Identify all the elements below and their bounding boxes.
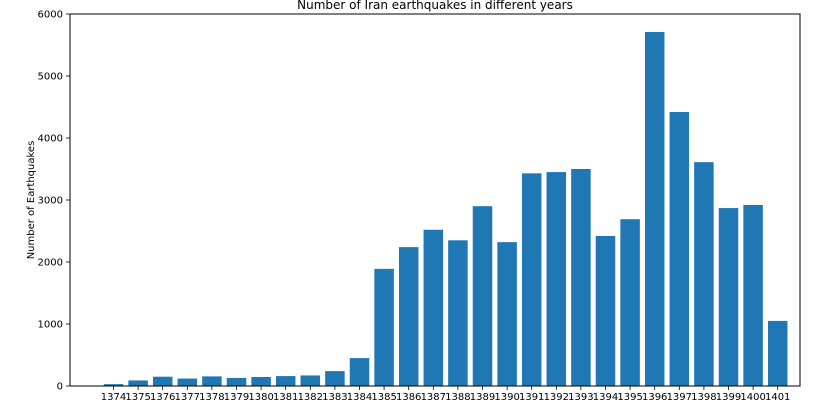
x-tick-label-1377: 1377 (175, 392, 200, 400)
x-tick-label-1387: 1387 (421, 392, 446, 400)
bar-1399 (718, 208, 739, 386)
bar-1392 (546, 172, 567, 386)
bar-1377 (177, 378, 198, 386)
x-tick-label-1400: 1400 (740, 392, 765, 400)
x-tick-label-1378: 1378 (199, 392, 224, 400)
x-tick-label-1398: 1398 (691, 392, 716, 400)
bar-1382 (300, 375, 321, 386)
x-tick-label-1392: 1392 (544, 392, 569, 400)
bar-1388 (448, 240, 468, 386)
x-tick-label-1386: 1386 (396, 392, 421, 400)
bar-1400 (743, 204, 763, 386)
bar-1398 (694, 162, 714, 386)
bar-1390 (497, 242, 517, 386)
bar-1393 (571, 169, 591, 386)
y-tick-label-6000: 6000 (38, 10, 63, 21)
bar-1379 (226, 377, 247, 386)
y-axis-label: Number of Earthquakes (26, 141, 37, 260)
x-axis-ticks: 1374 1375 1376 1377 1378 1379 1380 1381 1382 1383… (101, 386, 790, 400)
x-tick-label-1384: 1384 (347, 392, 372, 400)
x-tick-label-1389: 1389 (470, 392, 495, 400)
bar-1383 (325, 371, 345, 386)
plot-frame (69, 13, 801, 387)
bar-1395 (620, 219, 640, 386)
x-tick-label-1395: 1395 (617, 392, 642, 400)
x-tick-label-1374: 1374 (101, 392, 126, 400)
x-tick-label-1382: 1382 (298, 392, 323, 400)
bars-layer (103, 31, 788, 387)
bar-1391 (521, 173, 542, 386)
x-tick-label-1394: 1394 (593, 392, 618, 400)
bar-1375 (128, 380, 148, 386)
bar-1386 (398, 247, 419, 386)
y-axis-ticks: 0 1000 2000 3000 4000 5000 6000 (38, 10, 70, 393)
y-tick-label-1000: 1000 (38, 320, 63, 331)
x-tick-label-1399: 1399 (716, 392, 741, 400)
x-tick-label-1376: 1376 (150, 392, 175, 400)
bar-1401 (767, 320, 788, 386)
x-tick-label-1397: 1397 (667, 392, 692, 400)
x-tick-label-1393: 1393 (568, 392, 593, 400)
x-tick-label-1401: 1401 (765, 392, 790, 400)
bar-1384 (349, 358, 370, 386)
bar-1394 (595, 235, 616, 386)
x-tick-label-1388: 1388 (445, 392, 470, 400)
y-tick-label-4000: 4000 (38, 134, 63, 145)
y-tick-label-5000: 5000 (38, 72, 63, 83)
x-tick-label-1379: 1379 (224, 392, 249, 400)
bar-1380 (251, 377, 271, 386)
bar-1376 (152, 376, 173, 386)
bar-1389 (472, 206, 493, 386)
y-tick-label-2000: 2000 (38, 258, 63, 269)
y-tick-label-3000: 3000 (38, 196, 63, 207)
x-tick-label-1383: 1383 (322, 392, 347, 400)
x-tick-label-1381: 1381 (273, 392, 298, 400)
y-tick-label-0: 0 (57, 382, 63, 393)
x-tick-label-1385: 1385 (371, 392, 396, 400)
x-tick-label-1390: 1390 (494, 392, 519, 400)
bar-1378 (202, 376, 222, 386)
bar-1396 (644, 31, 665, 386)
x-tick-label-1391: 1391 (519, 392, 544, 400)
chart-title: Number of Iran earthquakes in different … (297, 0, 573, 12)
x-tick-label-1375: 1375 (125, 392, 150, 400)
x-tick-label-1396: 1396 (642, 392, 667, 400)
bar-1387 (423, 229, 444, 386)
x-tick-label-1380: 1380 (248, 392, 273, 400)
bar-1381 (275, 376, 296, 386)
bar-1374 (103, 384, 124, 386)
bar-1397 (669, 111, 690, 387)
bar-1385 (374, 268, 394, 386)
